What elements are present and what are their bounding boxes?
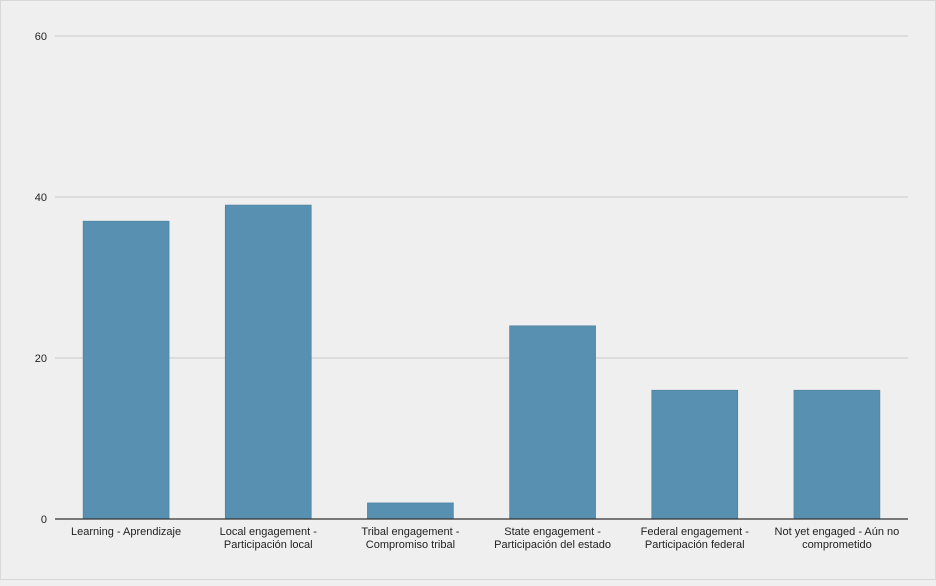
x-tick-label: comprometido (802, 539, 872, 551)
x-tick-label: Federal engagement - (641, 526, 750, 538)
bar (509, 325, 596, 520)
x-tick-label: Tribal engagement - (361, 526, 459, 538)
x-tick-label: Participación local (224, 539, 313, 551)
y-tick-label: 20 (35, 353, 47, 365)
gridlines (55, 35, 908, 359)
x-tick-label: Participación federal (645, 539, 745, 551)
labels: 0 20 40 60 Learning - Aprendizaje Local engag… (35, 31, 900, 551)
bar (651, 389, 739, 520)
x-tick-label: Participación del estado (494, 539, 611, 551)
y-tick-label: 60 (35, 31, 47, 43)
y-tick-label: 40 (35, 192, 47, 204)
x-tick-label: State engagement - (504, 526, 601, 538)
bar (793, 389, 881, 520)
x-tick-label: Compromiso tribal (366, 539, 455, 551)
x-tick-label: Not yet engaged - Aún no (775, 526, 900, 538)
x-tick-label: Learning - Aprendizaje (71, 526, 181, 538)
bar (367, 502, 454, 520)
bars (82, 204, 881, 520)
bar (224, 204, 312, 520)
y-tick-label: 0 (41, 514, 47, 526)
x-tick-label: Local engagement - (220, 526, 318, 538)
bar (82, 220, 170, 520)
